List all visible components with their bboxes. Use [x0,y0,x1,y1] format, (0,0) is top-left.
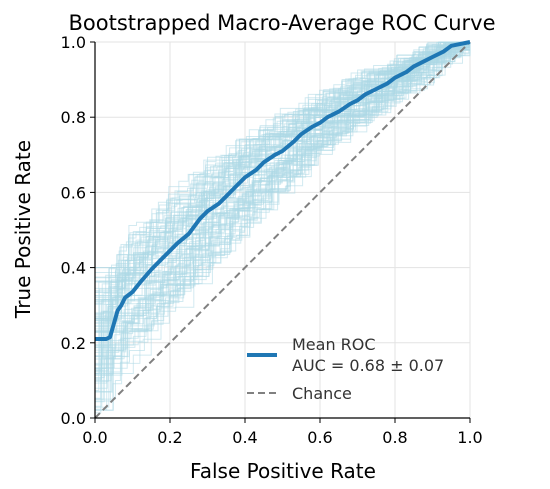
mean-roc-line [95,40,471,341]
legend-mean-label: Mean ROC [292,335,376,354]
bootstrap-curve-88 [94,41,470,418]
x-tick-label-4: 0.8 [382,428,407,447]
chart-title: Bootstrapped Macro-Average ROC Curve [69,11,496,35]
axes [94,42,470,419]
chance-line [94,41,471,419]
ticks: 0.0 0.2 0.4 0.6 0.8 1.0 0.0 0.2 0.4 0.6 0.8 1.0 [61,33,483,447]
bootstrap-curve-82 [94,41,470,418]
x-tick-label-1: 0.2 [157,428,182,447]
grid [94,41,471,419]
x-tick-label-3: 0.6 [307,428,332,447]
x-axis-title: False Positive Rate [190,459,376,483]
bootstrap-curve-83 [94,41,470,418]
y-tick-label-2: 0.4 [61,259,86,278]
x-tick-label-2: 0.4 [232,428,257,447]
legend-mean-auc: AUC = 0.68 ± 0.07 [292,356,444,375]
y-tick-label-1: 0.2 [61,334,86,353]
bootstrap-curve-86 [94,41,470,418]
y-tick-label-5: 1.0 [61,33,86,52]
legend-chance-label: Chance [292,384,352,403]
x-tick-label-5: 1.0 [457,428,482,447]
mean-layer [95,40,471,341]
y-tick-label-3: 0.6 [61,183,86,202]
y-tick-label-4: 0.8 [61,108,86,127]
x-tick-label-0: 0.0 [82,428,107,447]
legend: Mean ROC AUC = 0.68 ± 0.07 Chance [247,335,444,403]
y-tick-label-0: 0.0 [61,409,86,428]
y-axis-title: True Positive Rate [11,140,35,319]
bootstrap-curve-76 [94,42,471,418]
chance-layer [94,41,471,419]
bootstrap-curve-67 [94,41,471,418]
